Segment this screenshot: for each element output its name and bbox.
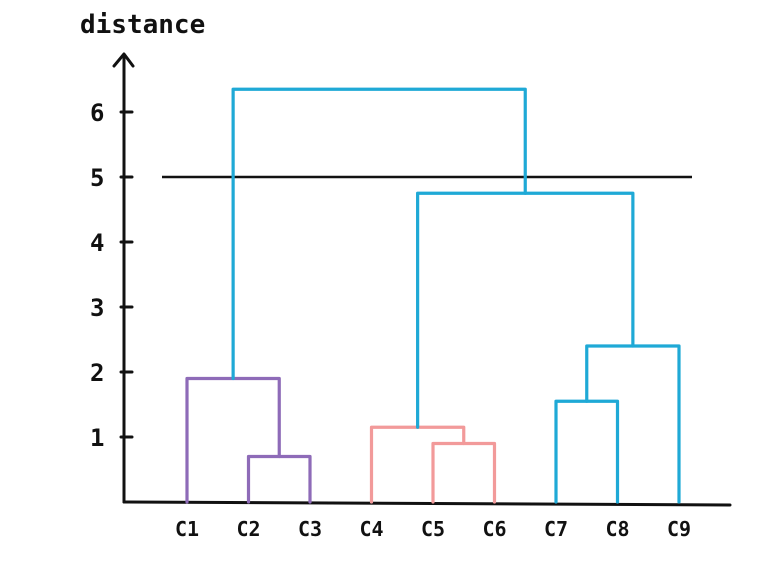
merge-link-m2 bbox=[185, 376, 281, 504]
dendrogram-links bbox=[185, 87, 681, 504]
leaf-label-c1: C1 bbox=[175, 517, 199, 541]
merge-link-m3 bbox=[431, 441, 497, 504]
merge-link-m7 bbox=[416, 191, 635, 429]
x-axis-line bbox=[122, 500, 732, 507]
leaf-labels: C1 C2 C3 C4 C5 C6 C7 C8 C9 bbox=[175, 517, 691, 541]
leaf-label-c2: C2 bbox=[236, 517, 260, 541]
merge-link-m5 bbox=[554, 399, 620, 504]
merge-link-m4 bbox=[369, 425, 466, 504]
y-tick-label: 6 bbox=[90, 99, 104, 127]
y-tick-label: 1 bbox=[90, 424, 104, 452]
leaf-label-c5: C5 bbox=[421, 517, 445, 541]
merge-link-m1 bbox=[246, 454, 312, 504]
y-tick-label: 5 bbox=[90, 164, 104, 192]
merge-link-m6 bbox=[585, 344, 681, 504]
y-tick-label: 4 bbox=[90, 229, 104, 257]
y-axis-label: distance bbox=[80, 10, 205, 40]
merge-link-m8 bbox=[231, 87, 527, 381]
leaf-label-c9: C9 bbox=[667, 517, 691, 541]
leaf-label-c3: C3 bbox=[298, 517, 322, 541]
leaf-label-c6: C6 bbox=[482, 517, 506, 541]
leaf-label-c8: C8 bbox=[605, 517, 629, 541]
y-tick-label: 2 bbox=[90, 359, 104, 387]
leaf-label-c4: C4 bbox=[359, 517, 383, 541]
y-tick-label: 3 bbox=[90, 294, 104, 322]
y-axis-arrow-icon bbox=[112, 52, 135, 68]
y-ticks: 1 2 3 4 5 6 bbox=[90, 99, 134, 452]
leaf-label-c7: C7 bbox=[544, 517, 568, 541]
